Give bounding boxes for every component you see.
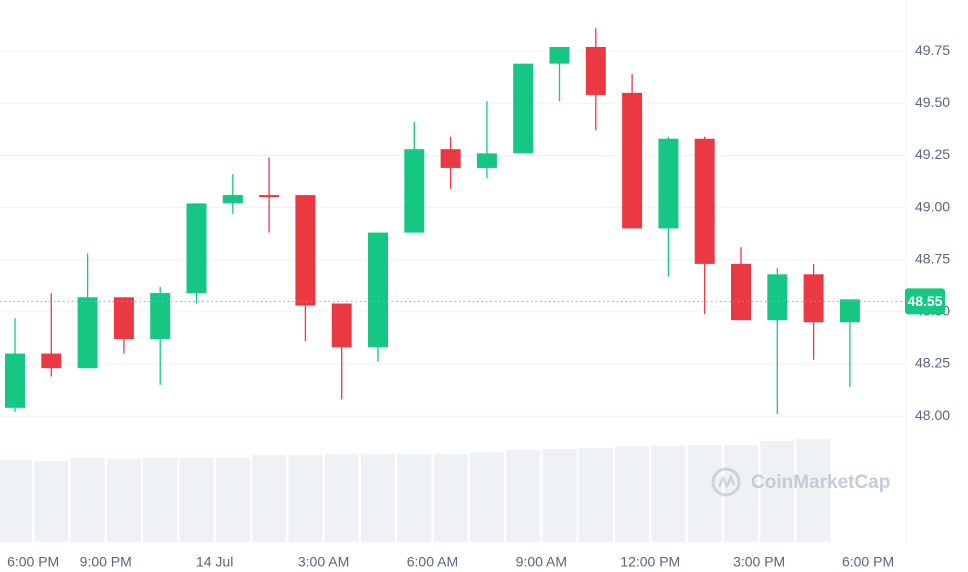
volume-bar (70, 458, 105, 542)
y-tick-label: 49.50 (915, 94, 950, 110)
y-tick-label: 49.75 (915, 42, 950, 58)
candle-body (549, 46, 570, 64)
y-tick-label: 48.75 (915, 250, 950, 266)
volume-bar (760, 441, 795, 542)
candle-body (694, 138, 715, 264)
candle-body (259, 195, 280, 198)
x-tick-label: 3:00 AM (298, 554, 349, 570)
volume-bar (615, 446, 650, 542)
watermark-logo (711, 467, 741, 497)
volume-bar (361, 454, 395, 542)
volume-bar (215, 458, 250, 542)
x-tick-label: 6:00 PM (7, 554, 59, 570)
candle-body (113, 297, 134, 339)
candle-body (5, 353, 25, 408)
volume-bar (433, 454, 468, 542)
candle-body (513, 63, 534, 154)
current-price-label: 48.55 (907, 293, 942, 309)
y-tick-label: 49.00 (915, 198, 950, 214)
x-tick-label: 6:00 AM (407, 554, 458, 570)
candle-body (622, 92, 643, 229)
candle-body (585, 46, 606, 95)
x-tick-label: 9:00 PM (80, 554, 132, 570)
y-tick-label: 48.25 (915, 355, 950, 371)
volume-bar (106, 459, 141, 542)
current-price-tag (905, 288, 945, 315)
volume-bar (397, 454, 432, 542)
candle-body (658, 138, 679, 229)
candle-body (839, 299, 860, 323)
candle-body (41, 353, 62, 369)
volume-bar (179, 458, 214, 542)
volume-bar (506, 450, 541, 542)
candle-body (476, 153, 497, 168)
watermark: CoinMarketCap (751, 472, 890, 493)
candle-body (368, 232, 388, 348)
y-tick-label: 49.25 (915, 146, 950, 162)
x-tick-label: 3:00 PM (733, 554, 785, 570)
candle-body (150, 293, 171, 339)
candle-body (295, 195, 316, 306)
volume-bar (469, 452, 504, 542)
candle-body (440, 149, 461, 168)
volume-bar (542, 449, 577, 542)
candle-body (404, 149, 425, 233)
volume-bar (252, 455, 287, 542)
x-tick-label: 9:00 AM (516, 554, 567, 570)
volume-bar (143, 458, 178, 542)
candle-body (803, 274, 824, 323)
candle-body (731, 263, 751, 321)
volume-bar (324, 454, 359, 542)
x-tick-label: 6:00 PM (842, 554, 894, 570)
x-tick-label: 14 Jul (196, 554, 233, 570)
volume-bar (651, 446, 686, 542)
candle-body (186, 203, 207, 294)
volume-bar (578, 448, 613, 542)
volume-bar (0, 460, 32, 542)
candle-body (767, 274, 788, 321)
candle-body (77, 297, 98, 369)
x-tick-label: 12:00 PM (620, 554, 680, 570)
volume-bar (288, 455, 323, 542)
y-tick-label: 48.00 (915, 407, 950, 423)
volume-bar (687, 445, 722, 542)
volume-bar (796, 439, 831, 542)
volume-bar (34, 461, 69, 542)
candle-body (222, 195, 243, 204)
volume-bar (724, 445, 758, 542)
candle-body (331, 303, 352, 348)
